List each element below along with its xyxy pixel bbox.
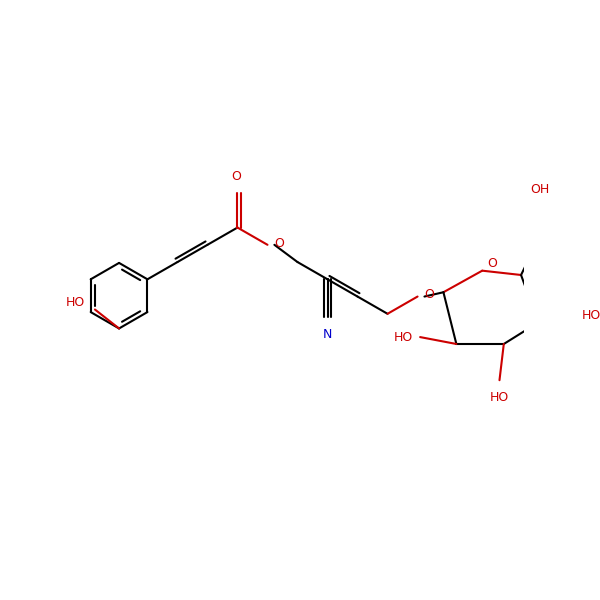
Text: HO: HO [581,309,600,322]
Text: N: N [323,328,332,341]
Text: OH: OH [530,182,550,196]
Text: O: O [487,257,497,270]
Text: O: O [231,170,241,183]
Text: O: O [274,236,284,250]
Text: HO: HO [394,331,413,344]
Text: O: O [424,289,434,301]
Text: HO: HO [490,391,509,404]
Text: HO: HO [65,296,85,309]
